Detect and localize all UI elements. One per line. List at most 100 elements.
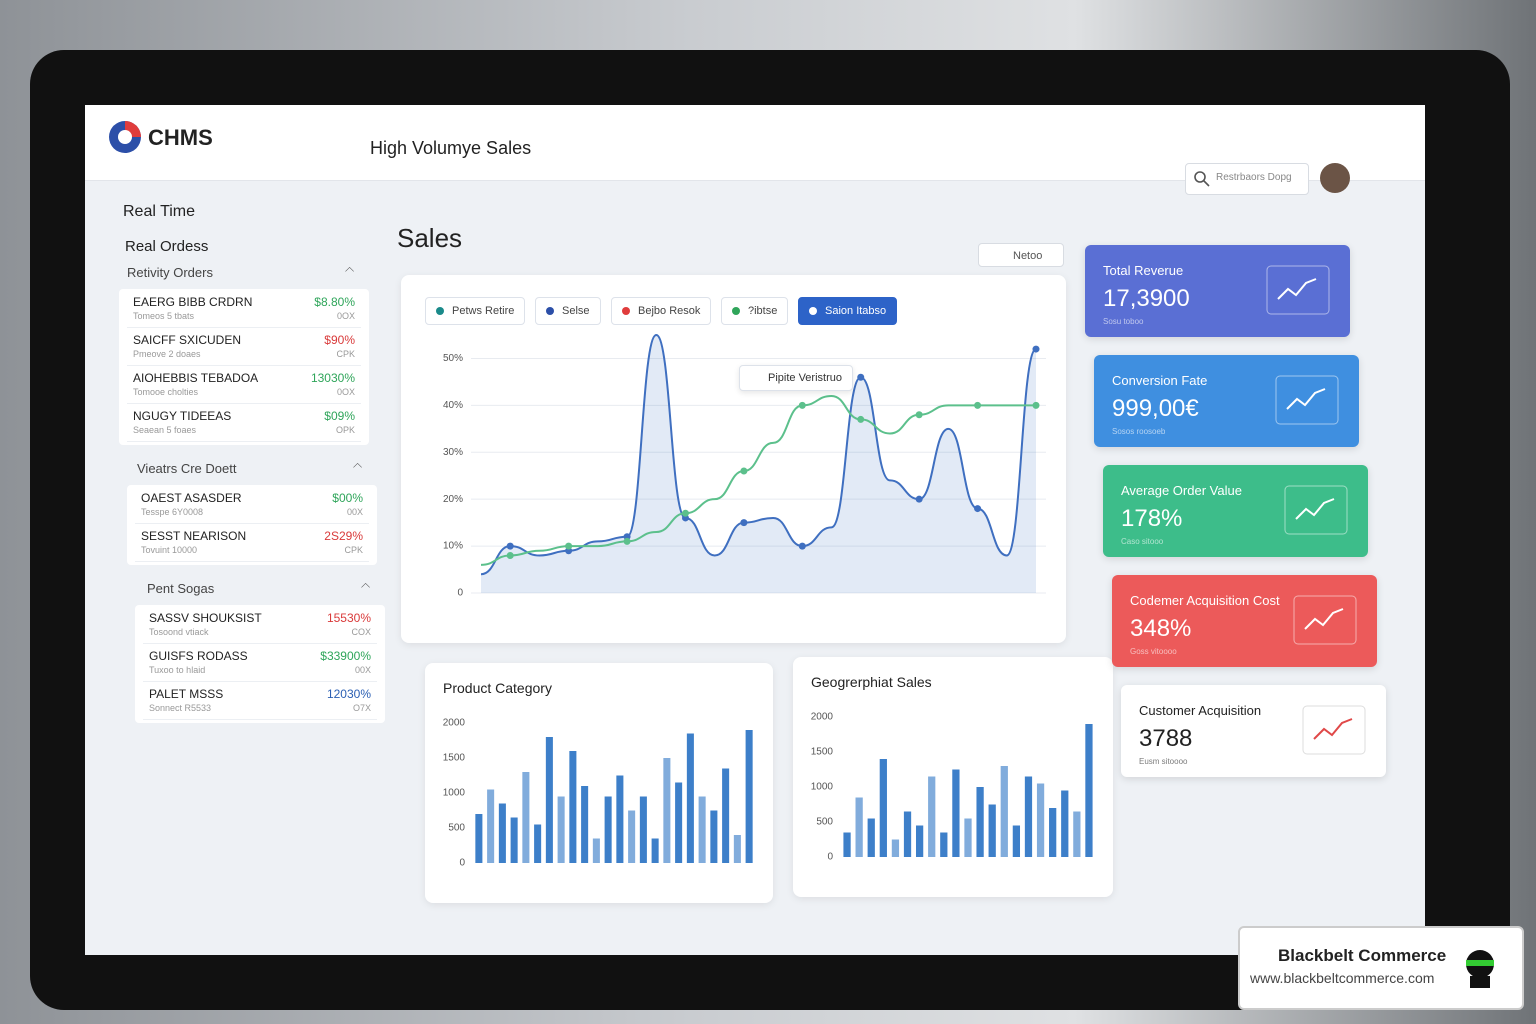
bar xyxy=(616,775,624,863)
bar xyxy=(639,796,647,863)
order-note: Tosoond vtiack xyxy=(149,627,209,637)
order-value: $00% xyxy=(332,491,363,505)
collapse-icon[interactable]: ⌵ xyxy=(345,264,355,278)
dropdown[interactable]: Netoo xyxy=(978,243,1064,267)
bar xyxy=(1073,811,1081,857)
point xyxy=(1032,401,1040,409)
filter-chip[interactable]: Petws Retire xyxy=(425,297,526,325)
chip-dot xyxy=(546,307,554,315)
section-title[interactable]: Retivity Orders xyxy=(127,265,213,280)
point xyxy=(740,519,748,527)
search-box[interactable]: Restrbaors Dopg xyxy=(1185,163,1309,195)
bar xyxy=(698,796,706,863)
logo-icon xyxy=(109,121,141,153)
icon-frame xyxy=(1284,485,1348,535)
bar xyxy=(487,789,495,863)
order-name: NGUGY TIDEEAS xyxy=(133,409,232,423)
bar xyxy=(855,797,863,857)
kpi-value: 3788 xyxy=(1139,725,1193,752)
bar xyxy=(903,811,912,857)
filter-chip[interactable]: ?ibtse xyxy=(721,297,789,325)
order-name: AIOHEBBIS TEBADOA xyxy=(133,371,259,385)
bar xyxy=(651,838,659,863)
sidebar: Retivity Orders ⌵ EAERG BIBB CRDRN Tomeos 5… xyxy=(115,264,385,725)
order-row[interactable]: PALET MSSS Sonnect R5533 12030% O7X xyxy=(143,683,377,720)
kpi-card[interactable]: Total Reverue 17,3900 Sosu toboo xyxy=(1085,245,1350,337)
bar-chart-card: Product Category 0 500 1000 1500 2000 xyxy=(425,663,773,903)
bar xyxy=(976,787,984,857)
order-name: SASSV SHOUKSIST xyxy=(149,611,262,625)
bar xyxy=(891,839,900,857)
bar xyxy=(1061,790,1069,857)
icon-trend xyxy=(1313,718,1353,740)
avatar[interactable] xyxy=(1320,163,1350,193)
filter-chip[interactable]: Saion Itabso xyxy=(798,297,898,325)
kpi-card[interactable]: Codemer Acquisition Cost 348% Goss vitoooo xyxy=(1112,575,1377,667)
point xyxy=(915,495,923,503)
line-chart-card: 0 10% 20% 30% 40% 50% Petws Retire Selse Bejbo … xyxy=(401,275,1066,643)
order-value: $90% xyxy=(324,333,355,347)
y-tick-label: 0 xyxy=(827,852,833,863)
search-placeholder: Restrbaors Dopg xyxy=(1216,172,1292,183)
bar xyxy=(498,803,506,863)
point xyxy=(740,467,748,475)
bar-chart: Product Category 0 500 1000 1500 2000 xyxy=(443,680,753,869)
order-value: $33900% xyxy=(320,649,371,663)
order-value: $8.80% xyxy=(314,295,355,309)
order-row[interactable]: EAERG BIBB CRDRN Tomeos 5 tbats $8.80% 0OX xyxy=(127,291,361,328)
kpi-card[interactable]: Average Order Value 178% Caso sitooo xyxy=(1103,465,1368,557)
y-tick-label: 50% xyxy=(443,353,463,364)
kpi-label: Codemer Acquisition Cost xyxy=(1130,593,1280,608)
bar xyxy=(534,824,542,863)
kpi-label: Average Order Value xyxy=(1121,483,1242,498)
kpi-card[interactable]: Conversion Fate 999,00€ Sosos roosoeb xyxy=(1094,355,1359,447)
section-title[interactable]: Pent Sogas xyxy=(147,581,215,596)
bar xyxy=(557,796,565,863)
order-row[interactable]: SESST NEARISON Tovuint 10000 2S29% CPK xyxy=(135,525,369,562)
bar xyxy=(1000,766,1008,857)
section-title: Sales xyxy=(397,223,463,253)
search-icon xyxy=(1194,171,1210,187)
order-name: PALET MSSS xyxy=(149,687,224,701)
tooltip: Pipite Veristruo xyxy=(739,365,853,391)
collapse-icon[interactable]: ⌵ xyxy=(361,580,371,594)
chip-dot xyxy=(436,307,444,315)
kpi-card[interactable]: Customer Acquisition 3788 Eusm sitoooo xyxy=(1121,685,1386,777)
order-row[interactable]: SASSV SHOUKSIST Tosoond vtiack 15530% COX xyxy=(143,607,377,644)
filter-chip[interactable]: Bejbo Resok xyxy=(611,297,712,325)
bar xyxy=(710,810,718,863)
section-title[interactable]: Vieatrs Cre Doett xyxy=(137,461,237,476)
line-chart: 0 10% 20% 30% 40% 50% xyxy=(443,333,1046,599)
logo-text: CHMS xyxy=(148,125,213,150)
point xyxy=(506,551,514,559)
sidebar-subheading: Real Ordess xyxy=(125,238,209,255)
point xyxy=(506,542,514,550)
order-change: 00X xyxy=(346,507,363,517)
collapse-icon[interactable]: ⌵ xyxy=(353,460,363,474)
order-change: COX xyxy=(351,627,371,637)
order-row[interactable]: GUISFS RODASS Tuxoo to hlaid $33900% 00X xyxy=(143,645,377,682)
kpi-value: 348% xyxy=(1130,615,1192,642)
bar xyxy=(475,814,483,863)
order-row[interactable]: AIOHEBBIS TEBADOA Tomooe cholties 13030% 0O… xyxy=(127,367,361,404)
order-row[interactable]: SAICFF SXICUDEN Pmeove 2 doaes $90% CPK xyxy=(127,329,361,366)
point xyxy=(915,411,923,419)
bar xyxy=(628,810,636,863)
order-name: EAERG BIBB CRDRN xyxy=(133,295,253,309)
kpi-note: Sosu toboo xyxy=(1103,317,1144,326)
bar xyxy=(569,751,577,863)
chart-title: Product Category xyxy=(443,680,552,696)
point xyxy=(857,415,865,423)
order-row[interactable]: NGUGY TIDEEAS Seaean 5 foaes $09% OPK xyxy=(127,405,361,442)
point xyxy=(1032,345,1040,353)
kpi-note: Eusm sitoooo xyxy=(1139,757,1188,766)
filter-chip[interactable]: Selse xyxy=(535,297,601,325)
point xyxy=(974,505,982,513)
order-change: CPK xyxy=(344,545,363,555)
point xyxy=(857,373,865,381)
y-tick-label: 0 xyxy=(457,588,463,599)
order-note: Tomeos 5 tbats xyxy=(133,311,195,321)
order-row[interactable]: OAEST ASASDER Tesspe 6Y0008 $00% 00X xyxy=(135,487,369,524)
order-change: 00X xyxy=(354,665,371,675)
